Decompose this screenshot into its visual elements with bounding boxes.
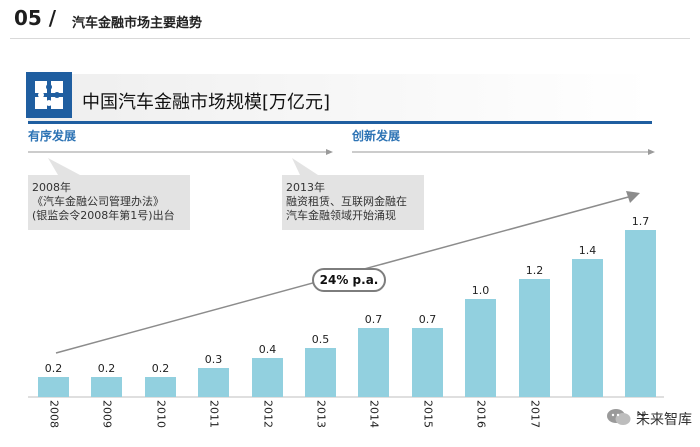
x-tick-label-3: 2011 [208, 400, 221, 428]
bar-2015 [412, 328, 443, 397]
value-label-2014: 0.7 [365, 313, 383, 326]
watermark: 未来智库 [606, 407, 692, 431]
phase-label-orderly: 有序发展 [28, 129, 77, 143]
callout-box-2013 [282, 158, 424, 230]
bar-2010 [145, 377, 176, 397]
callout-2013-line-1: 2013年 [286, 181, 325, 194]
x-tick-label-6: 2014 [368, 400, 381, 428]
value-label-2013: 0.5 [312, 333, 330, 346]
value-label-2009: 0.2 [98, 362, 116, 375]
section-number: 05 / [14, 6, 57, 30]
callout-text-2013: 2013年 融资租赁、互联网金融在 汽车金融领域开始涌现 [286, 181, 407, 223]
bar-2016 [465, 299, 496, 397]
watermark-text: 未来智库 [636, 412, 692, 428]
bar-2018 [572, 259, 603, 397]
value-label-2012: 0.4 [259, 343, 277, 356]
puzzle-icon [26, 72, 72, 118]
value-label-2016: 1.0 [472, 284, 490, 297]
x-tick-label-9: 2017 [529, 400, 542, 428]
value-label-2017: 1.2 [526, 264, 544, 277]
callout-2013-line-2: 融资租赁、互联网金融在 [286, 195, 407, 208]
value-label-2015: 0.7 [419, 313, 437, 326]
growth-rate-label: 24% p.a. [312, 268, 386, 292]
bar-2012 [252, 358, 283, 397]
phase-arrow-orderly [326, 149, 333, 155]
chart-title: 中国汽车金融市场规模[万亿元] [82, 92, 331, 113]
value-label-2011: 0.3 [205, 353, 223, 366]
x-tick-label-1: 2009 [101, 400, 114, 428]
bar-2014 [358, 328, 389, 397]
callout-2013-line-3: 汽车金融领域开始涌现 [286, 209, 396, 222]
bar-2019 [625, 230, 656, 397]
x-tick-label-11: 2 [635, 411, 648, 418]
value-label-2008: 0.2 [45, 362, 63, 375]
x-tick-label-8: 2016 [475, 400, 488, 428]
section-title: 汽车金融市场主要趋势 [72, 16, 203, 31]
phase-label-innovation: 创新发展 [352, 129, 401, 143]
value-label-2010: 0.2 [152, 362, 170, 375]
bar-2009 [91, 377, 122, 397]
value-label-2019: 1.7 [632, 215, 650, 228]
phase-arrow-innovation [648, 149, 655, 155]
x-tick-label-4: 2012 [262, 400, 275, 428]
bar-2008 [38, 377, 69, 397]
callout-2008-line-2: 《汽车金融公司管理办法》 [32, 195, 164, 208]
bar-2011 [198, 368, 229, 397]
callout-box-2008 [28, 158, 190, 230]
header-divider [10, 38, 690, 39]
callout-2008-line-1: 2008年 [32, 181, 71, 194]
x-tick-label-0: 2008 [48, 400, 61, 428]
title-banner-underline [28, 121, 652, 124]
wechat-icon [606, 407, 632, 431]
x-tick-label-2: 2010 [155, 400, 168, 428]
trend-arrowhead [626, 191, 640, 203]
callout-2008-line-3: (银监会令2008年第1号)出台 [32, 209, 175, 222]
callout-text-2008: 2008年 《汽车金融公司管理办法》 (银监会令2008年第1号)出台 [32, 181, 175, 223]
x-tick-label-5: 2013 [315, 400, 328, 428]
value-label-2018: 1.4 [579, 244, 597, 257]
title-banner [28, 74, 652, 122]
x-tick-label-7: 2015 [422, 400, 435, 428]
bar-2013 [305, 348, 336, 397]
bar-2017 [519, 279, 550, 397]
